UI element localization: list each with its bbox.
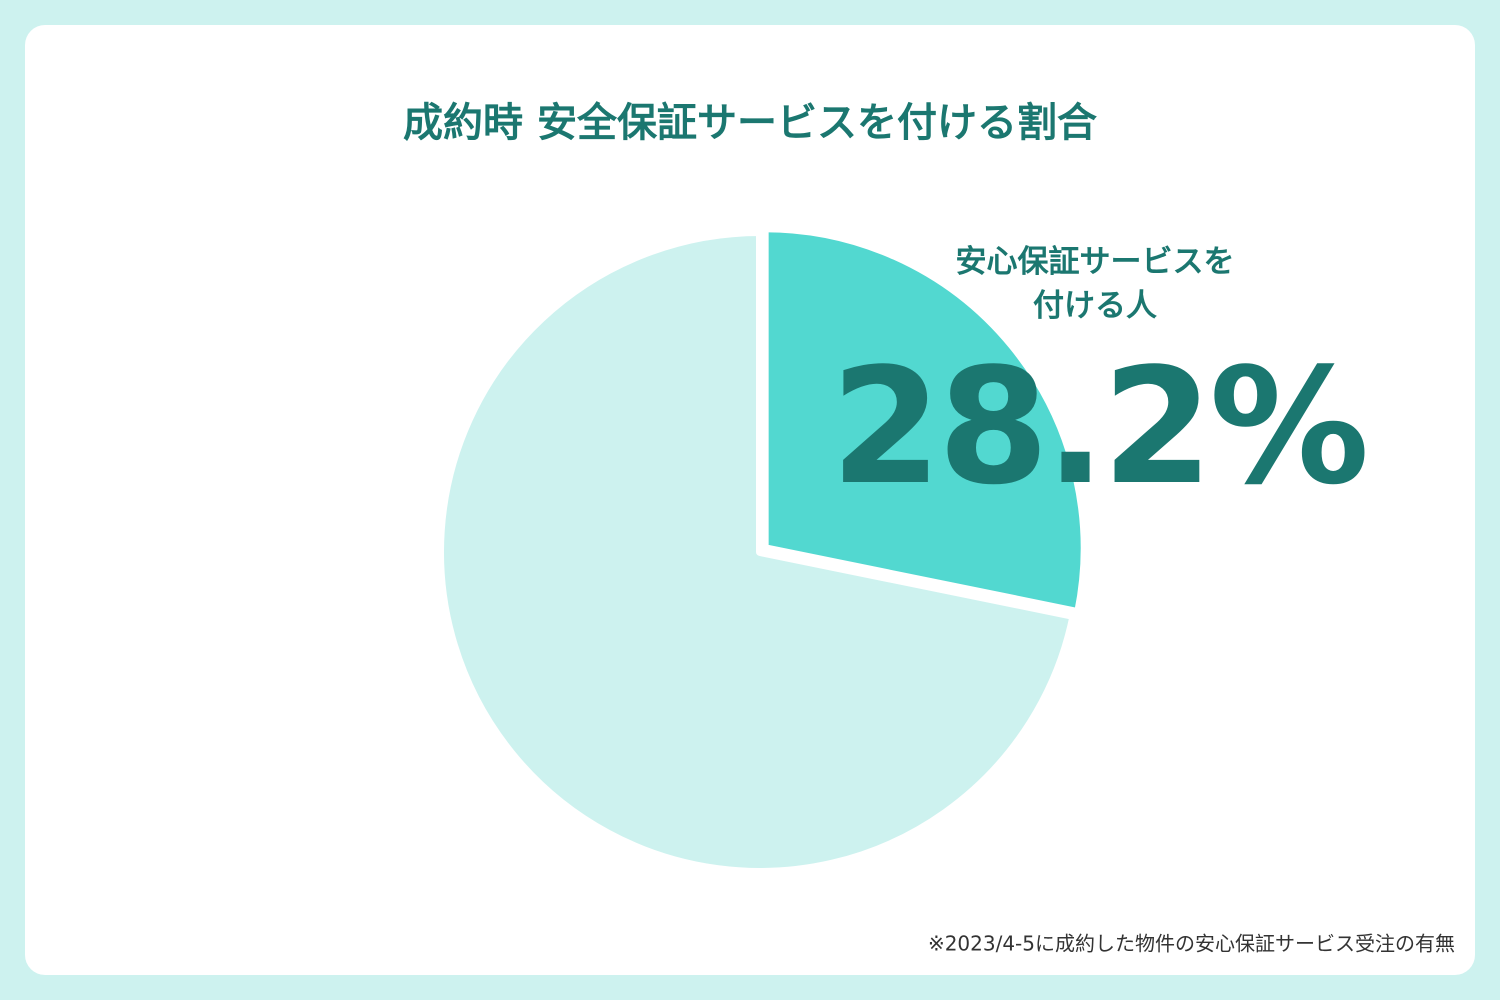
- slice-label: 安心保証サービスを 付ける人: [955, 244, 1235, 324]
- pie-slice: [436, 228, 1078, 876]
- footnote: ※2023/4-5に成約した物件の安心保証サービス受注の有無: [928, 932, 1455, 956]
- chart-title: 成約時 安全保証サービスを付ける割合: [403, 100, 1097, 146]
- value-label: 28.2%: [830, 333, 1365, 520]
- pie-slice: [760, 224, 1089, 617]
